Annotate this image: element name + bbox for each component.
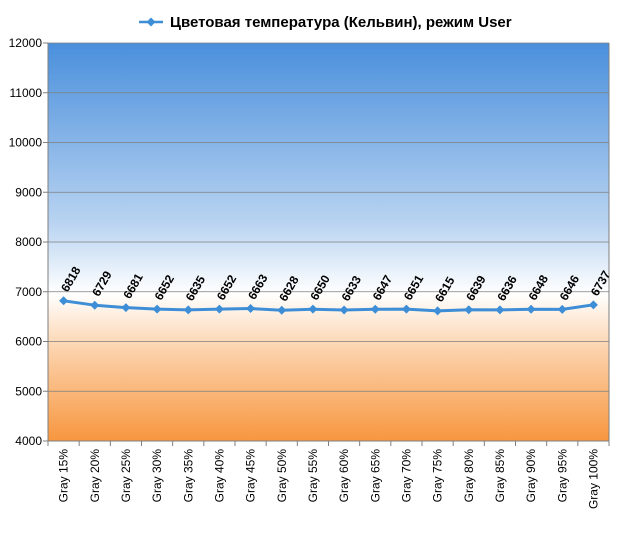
data-point <box>526 304 536 314</box>
y-tick-label: 7000 <box>15 285 42 299</box>
x-tick-label: Gray 100% <box>586 449 600 509</box>
data-point <box>277 305 287 315</box>
y-tick-label: 8000 <box>15 235 42 249</box>
x-tick-label: Gray 25% <box>119 449 133 503</box>
series-line <box>63 299 594 313</box>
y-tick-label: 9000 <box>15 185 42 199</box>
x-tick-label: Gray 30% <box>150 449 164 503</box>
x-tick-label: Gray 20% <box>88 449 102 503</box>
x-tick-label: Gray 40% <box>212 449 226 503</box>
data-point <box>121 303 131 313</box>
x-tick-label: Gray 60% <box>337 449 351 503</box>
x-tick-label: Gray 85% <box>493 449 507 503</box>
x-tick-label: Gray 80% <box>462 449 476 503</box>
data-point <box>59 296 69 306</box>
y-tick-label: 6000 <box>15 335 42 349</box>
chart-title: Цветовая температура (Кельвин), режим Us… <box>170 13 512 31</box>
x-tick-label: Gray 45% <box>244 449 258 503</box>
data-point <box>152 304 162 314</box>
data-point <box>557 304 567 314</box>
data-point <box>588 300 598 310</box>
data-point <box>246 304 256 314</box>
x-tick-label: Gray 35% <box>181 449 195 503</box>
data-point <box>401 304 411 314</box>
y-tick-label: 5000 <box>15 384 42 398</box>
x-tick-label: Gray 70% <box>399 449 413 503</box>
x-tick-label: Gray 15% <box>57 449 71 503</box>
data-point <box>90 300 100 310</box>
data-point <box>339 305 349 315</box>
chart-legend: Цветовая температура (Кельвин), режим Us… <box>138 12 512 32</box>
data-point <box>183 305 193 315</box>
y-tick-label: 10000 <box>9 136 43 150</box>
x-tick-label: Gray 50% <box>275 449 289 503</box>
x-tick-label: Gray 75% <box>431 449 445 503</box>
data-point <box>214 304 224 314</box>
data-point <box>495 305 505 315</box>
data-point <box>464 305 474 315</box>
legend-marker-icon <box>139 17 163 27</box>
data-point <box>370 304 380 314</box>
x-tick-label: Gray 90% <box>524 449 538 503</box>
x-tick-label: Gray 95% <box>555 449 569 503</box>
data-point <box>308 304 318 314</box>
x-tick-label: Gray 55% <box>306 449 320 503</box>
y-tick-label: 4000 <box>15 434 42 448</box>
data-point <box>433 306 443 316</box>
x-tick-label: Gray 65% <box>368 449 382 503</box>
y-tick-label: 11000 <box>10 86 43 100</box>
y-tick-label: 12000 <box>9 36 43 50</box>
